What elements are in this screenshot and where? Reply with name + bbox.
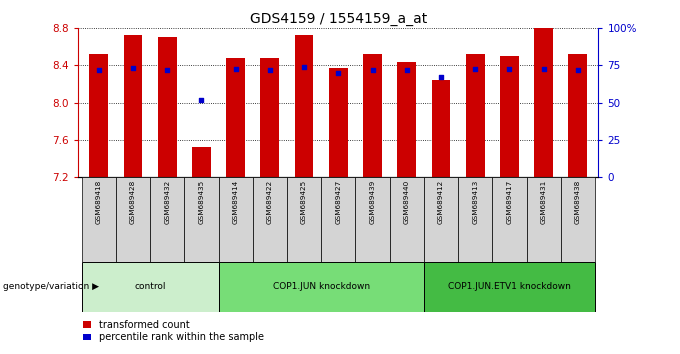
Text: genotype/variation ▶: genotype/variation ▶: [3, 282, 99, 291]
Bar: [568, 54, 588, 177]
Text: control: control: [135, 282, 166, 291]
Text: GSM689428: GSM689428: [130, 179, 136, 224]
Bar: [356, 177, 390, 262]
Text: GSM689412: GSM689412: [438, 179, 444, 224]
Text: COP1.JUN.ETV1 knockdown: COP1.JUN.ETV1 knockdown: [448, 282, 571, 291]
Text: GSM689422: GSM689422: [267, 179, 273, 224]
Bar: [329, 68, 347, 177]
Bar: [226, 58, 245, 177]
Bar: [116, 177, 150, 262]
Text: GSM689414: GSM689414: [233, 179, 239, 224]
Point: [265, 67, 275, 73]
Bar: [397, 62, 416, 177]
Bar: [321, 177, 356, 262]
Point: [435, 74, 446, 80]
Bar: [466, 54, 485, 177]
Text: GSM689431: GSM689431: [541, 179, 547, 224]
Point: [196, 97, 207, 103]
Bar: [260, 58, 279, 177]
Bar: [150, 177, 184, 262]
Text: GSM689435: GSM689435: [199, 179, 205, 224]
Text: GSM689417: GSM689417: [507, 179, 513, 224]
Bar: [218, 262, 424, 312]
Bar: [89, 54, 108, 177]
Bar: [158, 37, 177, 177]
Bar: [124, 35, 142, 177]
Point: [367, 67, 378, 73]
Title: GDS4159 / 1554159_a_at: GDS4159 / 1554159_a_at: [250, 12, 427, 26]
Text: COP1.JUN knockdown: COP1.JUN knockdown: [273, 282, 370, 291]
Bar: [526, 177, 561, 262]
Bar: [500, 56, 519, 177]
Point: [299, 64, 309, 70]
Point: [538, 67, 549, 72]
Bar: [363, 54, 382, 177]
Bar: [424, 262, 595, 312]
Bar: [561, 177, 595, 262]
Bar: [218, 177, 253, 262]
Text: GSM689432: GSM689432: [164, 179, 170, 224]
Point: [333, 70, 343, 76]
Text: GSM689418: GSM689418: [96, 179, 102, 224]
Bar: [82, 177, 116, 262]
Bar: [287, 177, 321, 262]
Bar: [492, 177, 526, 262]
Text: GSM689427: GSM689427: [335, 179, 341, 224]
Bar: [253, 177, 287, 262]
Text: GSM689440: GSM689440: [404, 179, 410, 224]
Text: GSM689438: GSM689438: [575, 179, 581, 224]
Point: [93, 67, 104, 73]
Bar: [192, 147, 211, 177]
Text: GSM689413: GSM689413: [472, 179, 478, 224]
Point: [128, 65, 139, 71]
Text: GSM689425: GSM689425: [301, 179, 307, 224]
Bar: [432, 80, 450, 177]
Point: [470, 67, 481, 72]
Legend: transformed count, percentile rank within the sample: transformed count, percentile rank withi…: [83, 320, 264, 342]
Bar: [458, 177, 492, 262]
Point: [401, 67, 412, 73]
Bar: [424, 177, 458, 262]
Bar: [184, 177, 218, 262]
Bar: [294, 35, 313, 177]
Point: [162, 67, 173, 73]
Bar: [390, 177, 424, 262]
Bar: [534, 28, 553, 177]
Text: GSM689439: GSM689439: [369, 179, 375, 224]
Bar: [82, 262, 218, 312]
Point: [231, 67, 241, 72]
Point: [573, 67, 583, 73]
Point: [504, 67, 515, 72]
